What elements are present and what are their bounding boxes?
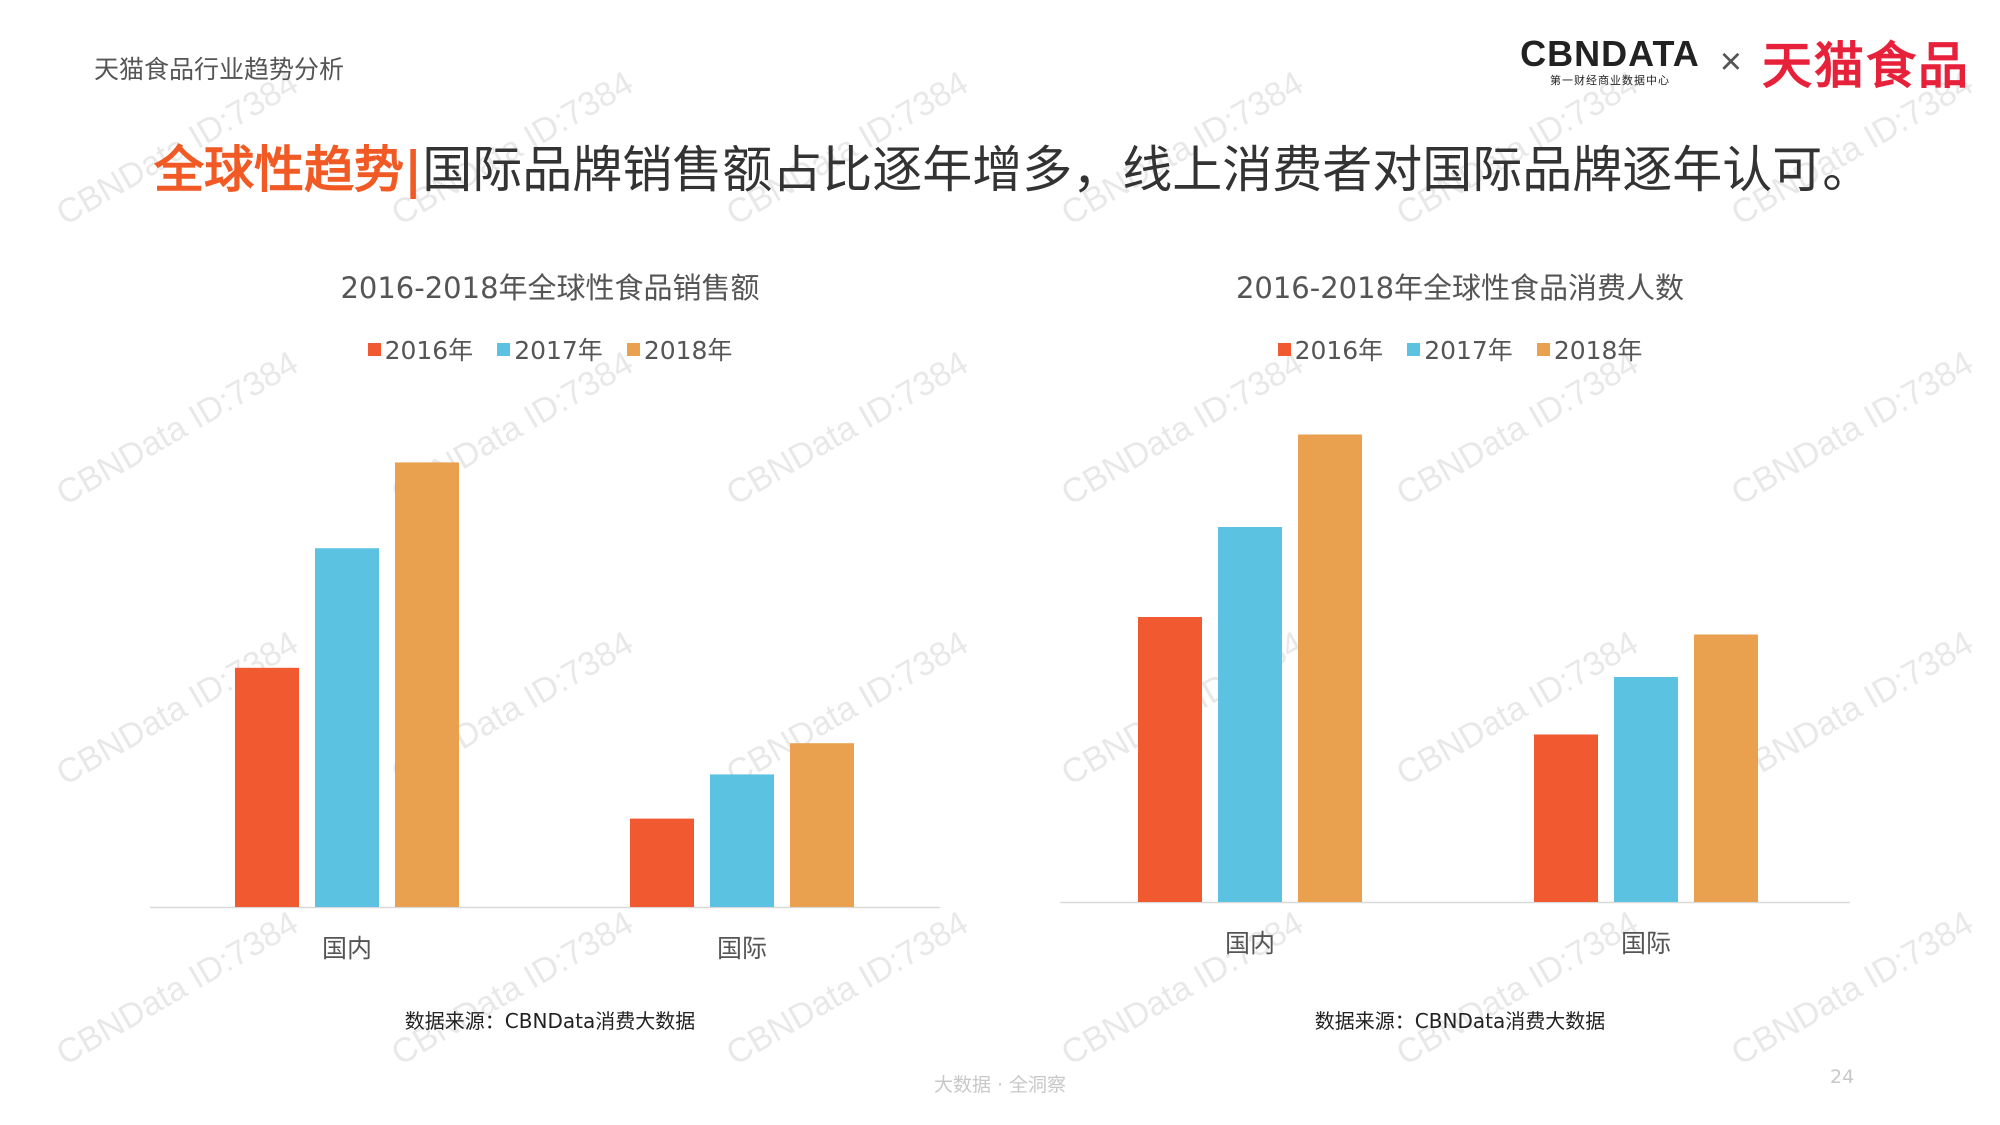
legend-swatch-2017 (497, 342, 511, 356)
report-name: 天猫食品行业趋势分析 (94, 55, 345, 84)
legend-item-2018: 2018年 (1536, 331, 1643, 367)
bar-2018-domestic (1298, 434, 1362, 902)
chart-legend: 2016年 2017年 2018年 (1050, 331, 1870, 367)
chart-title: 2016-2018年全球性食品消费人数 (1235, 271, 1685, 305)
legend-item-2017: 2017年 (1407, 331, 1513, 367)
bar-2018-international (1694, 634, 1758, 902)
legend-item-2018: 2018年 (626, 331, 733, 367)
x-tick-label: 国内 (322, 934, 372, 963)
footer-slogan: 大数据 · 全洞察 (933, 1074, 1067, 1096)
bar-2018-domestic (395, 462, 459, 907)
x-tick-label: 国内 (1225, 929, 1275, 958)
cbndata-logo: CBNDATA 第一财经商业数据中心 (1520, 36, 1700, 88)
bar-2017-international (1614, 677, 1678, 902)
legend-label-2018: 2018年 (643, 336, 733, 365)
x-tick-label: 国际 (1621, 929, 1671, 958)
x-tick-label: 国际 (717, 934, 767, 963)
legend-label-2017: 2017年 (1424, 336, 1513, 365)
legend-swatch-2018 (1536, 342, 1550, 356)
legend-swatch-2016 (1277, 342, 1291, 356)
legend-item-2016: 2016年 (367, 331, 474, 367)
times-sign: × (1719, 40, 1742, 83)
legend-item-2016: 2016年 (1277, 331, 1384, 367)
bar-2017-domestic (1218, 527, 1282, 902)
headline-accent: 全球性趋势| (154, 141, 423, 199)
chart-legend: 2016年 2017年 2018年 (140, 331, 960, 367)
legend-label-2016: 2016年 (1294, 336, 1384, 365)
bar-2016-international (630, 818, 694, 907)
tmall-food-logo: 天猫食品 (1762, 37, 1970, 95)
consumers-chart: 2016-2018年全球性食品消费人数 2016年 2017年 2018年 国内… (1050, 255, 1870, 1055)
brand-logos: CBNDATA 第一财经商业数据中心 × 天猫食品 (1520, 32, 1970, 96)
bar-plot: 国内 国际 (150, 462, 940, 963)
bar-2017-international (710, 774, 774, 907)
legend-label-2017: 2017年 (514, 336, 603, 365)
chart-title: 2016-2018年全球性食品销售额 (340, 271, 760, 305)
sales-chart: 2016-2018年全球性食品销售额 2016年 2017年 2018年 国内国… (140, 255, 960, 1055)
legend-swatch-2018 (626, 342, 640, 356)
legend-item-2017: 2017年 (497, 331, 603, 367)
legend-swatch-2017 (1407, 342, 1421, 356)
page-number: 24 (1830, 1066, 1855, 1088)
legend-label-2018: 2018年 (1553, 336, 1643, 365)
bar-2017-domestic (315, 548, 379, 907)
legend-label-2016: 2016年 (384, 336, 474, 365)
headline-text: 国际品牌销售额占比逐年增多，线上消费者对国际品牌逐年认可。 (422, 141, 1873, 199)
bar-2016-international (1534, 734, 1598, 902)
data-source: 数据来源：CBNData消费大数据 (404, 1009, 696, 1033)
bar-plot: 国内 国际 (1060, 434, 1850, 958)
cbndata-logo-text: CBNDATA (1520, 33, 1700, 74)
bar-2018-international (790, 743, 854, 907)
data-source: 数据来源：CBNData消费大数据 (1314, 1009, 1606, 1033)
legend-swatch-2016 (367, 342, 381, 356)
bar-2016-domestic (1138, 617, 1202, 902)
headline: 全球性趋势|国际品牌销售额占比逐年增多，线上消费者对国际品牌逐年认可。 (154, 130, 1872, 202)
bar-2016-domestic (235, 667, 299, 907)
cbndata-logo-subtitle: 第一财经商业数据中心 (1549, 74, 1670, 87)
